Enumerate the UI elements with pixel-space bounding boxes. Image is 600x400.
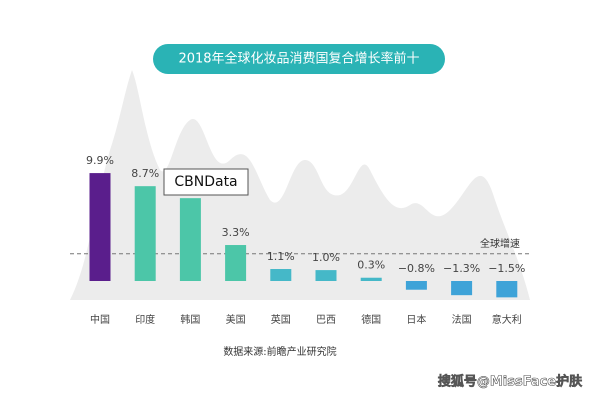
source: 数据来源:前瞻产业研究院 (223, 345, 336, 358)
x-tick-label: 法国 (452, 313, 472, 326)
value-label: 3.3% (222, 226, 250, 239)
bar (134, 186, 156, 281)
x-tick-label: 美国 (226, 313, 246, 326)
x-tick-label: 韩国 (180, 313, 200, 326)
x-tick-label: 德国 (361, 313, 381, 326)
x-tick-label: 意大利 (492, 313, 522, 326)
bar (405, 281, 427, 290)
chart-title: 2018年全球化妆品消费国复合增长率前十 (178, 51, 419, 67)
value-label: 8.7% (131, 167, 159, 180)
reference-label: 全球增速 (480, 237, 520, 250)
x-tick-label: 日本 (406, 313, 426, 326)
value-label: −1.3% (443, 262, 480, 275)
footer: 搜狐号@MissFace护肤 (438, 374, 583, 390)
value-label: 1.1% (267, 250, 295, 263)
bar (451, 281, 473, 296)
value-label: 9.9% (86, 154, 114, 167)
value-label: −1.5% (488, 262, 525, 275)
bar (360, 277, 382, 281)
value-label: −0.8% (398, 262, 435, 275)
x-tick-label: 巴西 (316, 314, 336, 326)
bar (496, 281, 518, 298)
watermark: CBNData (174, 174, 237, 190)
x-tick-label: 英国 (271, 313, 291, 326)
bar (89, 173, 111, 281)
x-tick-label: 中国 (90, 313, 110, 326)
title-pill (153, 44, 445, 74)
bar (315, 270, 337, 281)
bar (179, 198, 201, 281)
watermark-box (163, 168, 249, 196)
bar (270, 269, 292, 281)
value-label: 1.0% (312, 251, 340, 264)
value-label: 0.3% (357, 259, 385, 272)
x-tick-label: 印度 (135, 313, 155, 326)
bar (225, 245, 247, 281)
